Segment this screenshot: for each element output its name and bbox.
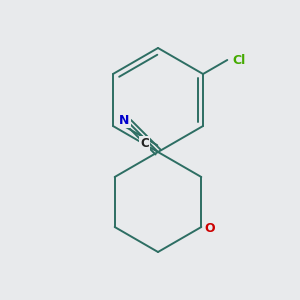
- Text: C: C: [140, 137, 149, 150]
- Text: O: O: [204, 223, 214, 236]
- Text: Cl: Cl: [233, 53, 246, 67]
- Text: N: N: [119, 114, 130, 127]
